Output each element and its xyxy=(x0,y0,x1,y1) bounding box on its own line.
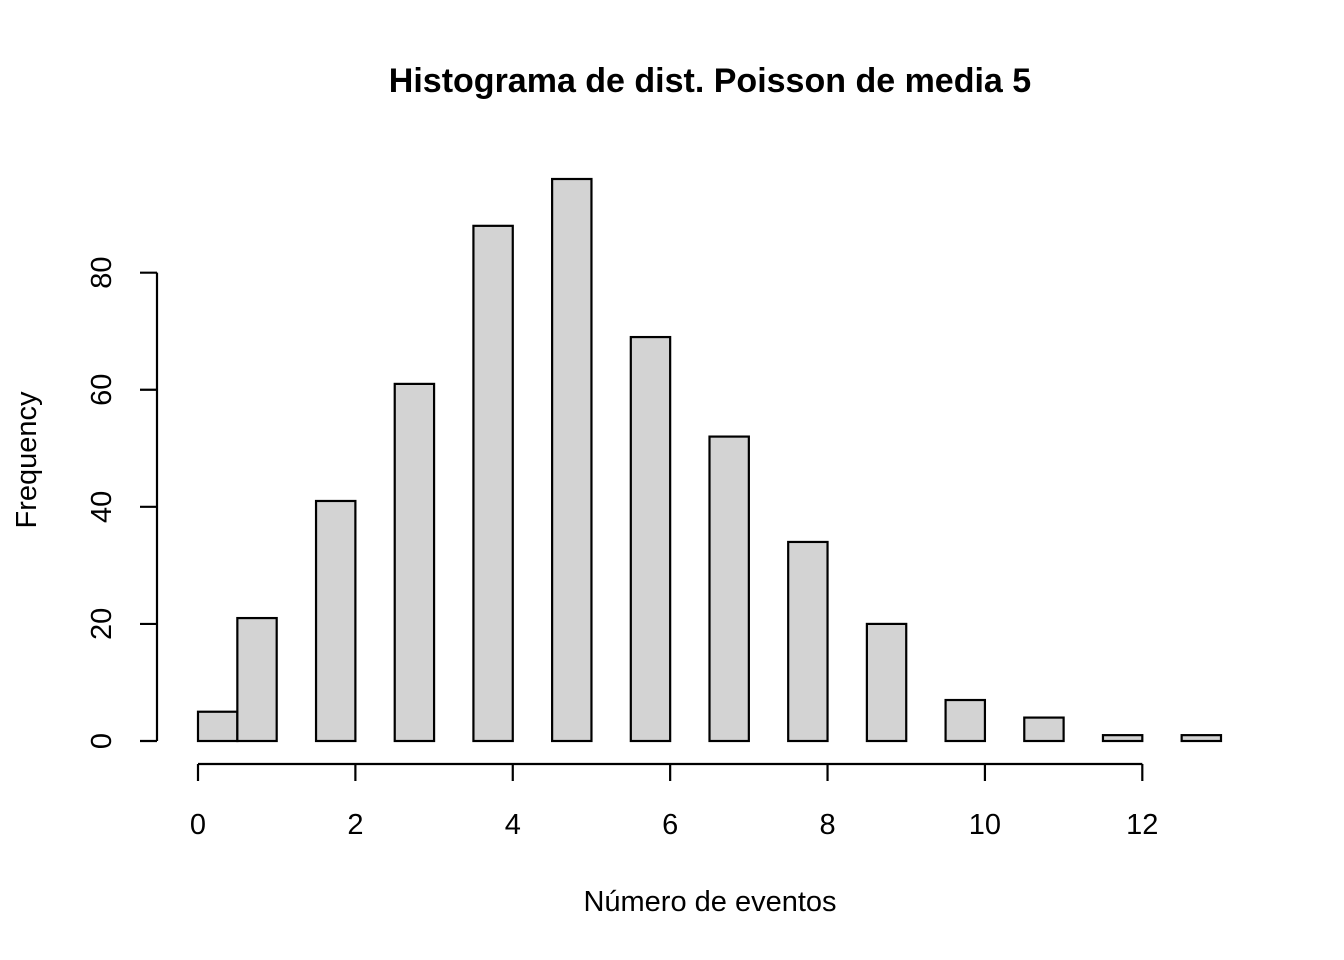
histogram-bar-10 xyxy=(944,698,987,743)
histogram-bar-13 xyxy=(1180,734,1223,743)
y-tick-label-1: 20 xyxy=(86,608,118,640)
histogram-bar-0 xyxy=(196,710,239,743)
histogram-bar-12 xyxy=(1101,734,1144,743)
x-tick-label-3: 6 xyxy=(662,809,678,841)
histogram-bar-4 xyxy=(472,224,514,743)
bars-group xyxy=(196,177,1223,743)
histogram-bar-2 xyxy=(314,499,357,743)
histogram-bar-7 xyxy=(708,435,750,743)
x-tick-label-2: 4 xyxy=(505,809,521,841)
x-tick-label-6: 12 xyxy=(1126,809,1158,841)
y-tick-label-4: 80 xyxy=(86,257,118,289)
histogram-bar-1 xyxy=(236,616,278,743)
y-axis-label: Frequency xyxy=(11,391,43,529)
x-tick-label-0: 0 xyxy=(190,809,206,841)
x-tick-label-5: 10 xyxy=(969,809,1001,841)
histogram-bar-6 xyxy=(629,335,672,743)
histogram-bar-9 xyxy=(865,622,908,743)
y-tick-label-2: 40 xyxy=(86,491,118,523)
x-tick-label-1: 2 xyxy=(347,809,363,841)
histogram-bar-11 xyxy=(1023,716,1065,743)
y-axis: 0 20 40 60 80 xyxy=(86,257,159,749)
histogram-bar-3 xyxy=(393,382,436,743)
x-tick-label-4: 8 xyxy=(819,809,835,841)
x-axis-label: Número de eventos xyxy=(583,886,836,918)
histogram-bar-5 xyxy=(551,177,593,743)
histogram-bar-8 xyxy=(787,540,829,743)
y-tick-label-0: 0 xyxy=(86,733,118,749)
y-tick-label-3: 60 xyxy=(86,374,118,406)
chart-title: Histograma de dist. Poisson de media 5 xyxy=(389,62,1031,100)
x-axis: 0 2 4 6 8 10 12 xyxy=(190,762,1158,841)
